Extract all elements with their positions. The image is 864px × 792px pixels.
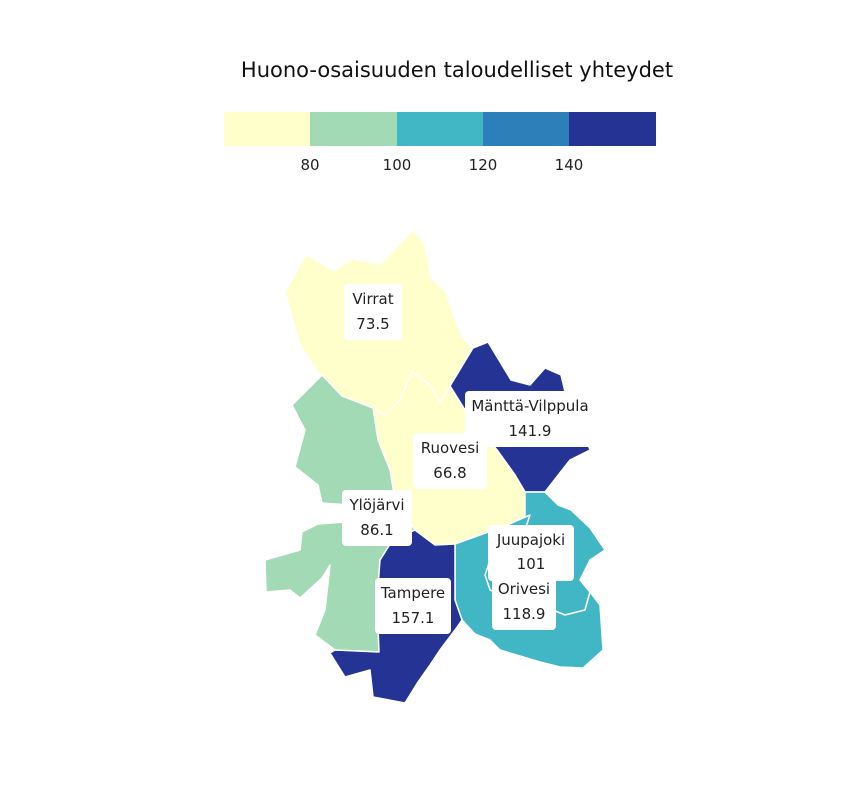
region-value: 141.9 <box>509 422 552 440</box>
region-label-virrat: Virrat 73.5 <box>344 284 402 340</box>
legend-tick-140: 140 <box>555 156 584 174</box>
region-label-ylojarvi: Ylöjärvi 86.1 <box>342 490 412 546</box>
legend: 80 100 120 140 <box>224 112 656 174</box>
legend-swatch-1 <box>224 112 311 146</box>
region-label-box <box>342 490 412 546</box>
region-value: 101 <box>517 555 546 573</box>
region-label-orivesi: Orivesi 118.9 <box>492 574 556 630</box>
region-label-tampere: Tampere 157.1 <box>375 578 451 634</box>
region-label-box <box>413 433 487 489</box>
region-label-manttavilppula: Mänttä-Vilppula 141.9 <box>465 391 595 447</box>
region-labels: Virrat 73.5 Mänttä-Vilppula 141.9 Ruovesi 66.… <box>342 284 595 634</box>
legend-swatch-5 <box>569 112 656 146</box>
map-title: Huono-osaisuuden taloudelliset yhteydet <box>241 58 673 82</box>
region-name: Ylöjärvi <box>348 496 404 514</box>
region-label-juupajoki: Juupajoki 101 <box>488 525 574 581</box>
region-label-ruovesi: Ruovesi 66.8 <box>413 433 487 489</box>
legend-tick-80: 80 <box>300 156 319 174</box>
region-label-box <box>492 574 556 630</box>
region-label-box <box>344 284 402 340</box>
region-label-box <box>488 525 574 581</box>
region-value: 86.1 <box>360 521 393 539</box>
region-value: 66.8 <box>433 464 466 482</box>
region-name: Juupajoki <box>496 531 565 549</box>
region-label-box <box>465 391 595 447</box>
region-name: Virrat <box>352 290 393 308</box>
legend-tick-120: 120 <box>469 156 498 174</box>
region-name: Orivesi <box>498 580 550 598</box>
legend-swatch-2 <box>310 112 397 146</box>
legend-swatch-3 <box>397 112 484 146</box>
region-name: Mänttä-Vilppula <box>471 397 588 415</box>
region-value: 118.9 <box>503 605 546 623</box>
region-value: 73.5 <box>356 315 389 333</box>
region-name: Ruovesi <box>421 439 480 457</box>
legend-swatch-4 <box>483 112 570 146</box>
region-label-box <box>375 578 451 634</box>
region-name: Tampere <box>380 584 445 602</box>
legend-tick-100: 100 <box>383 156 412 174</box>
region-value: 157.1 <box>392 609 435 627</box>
